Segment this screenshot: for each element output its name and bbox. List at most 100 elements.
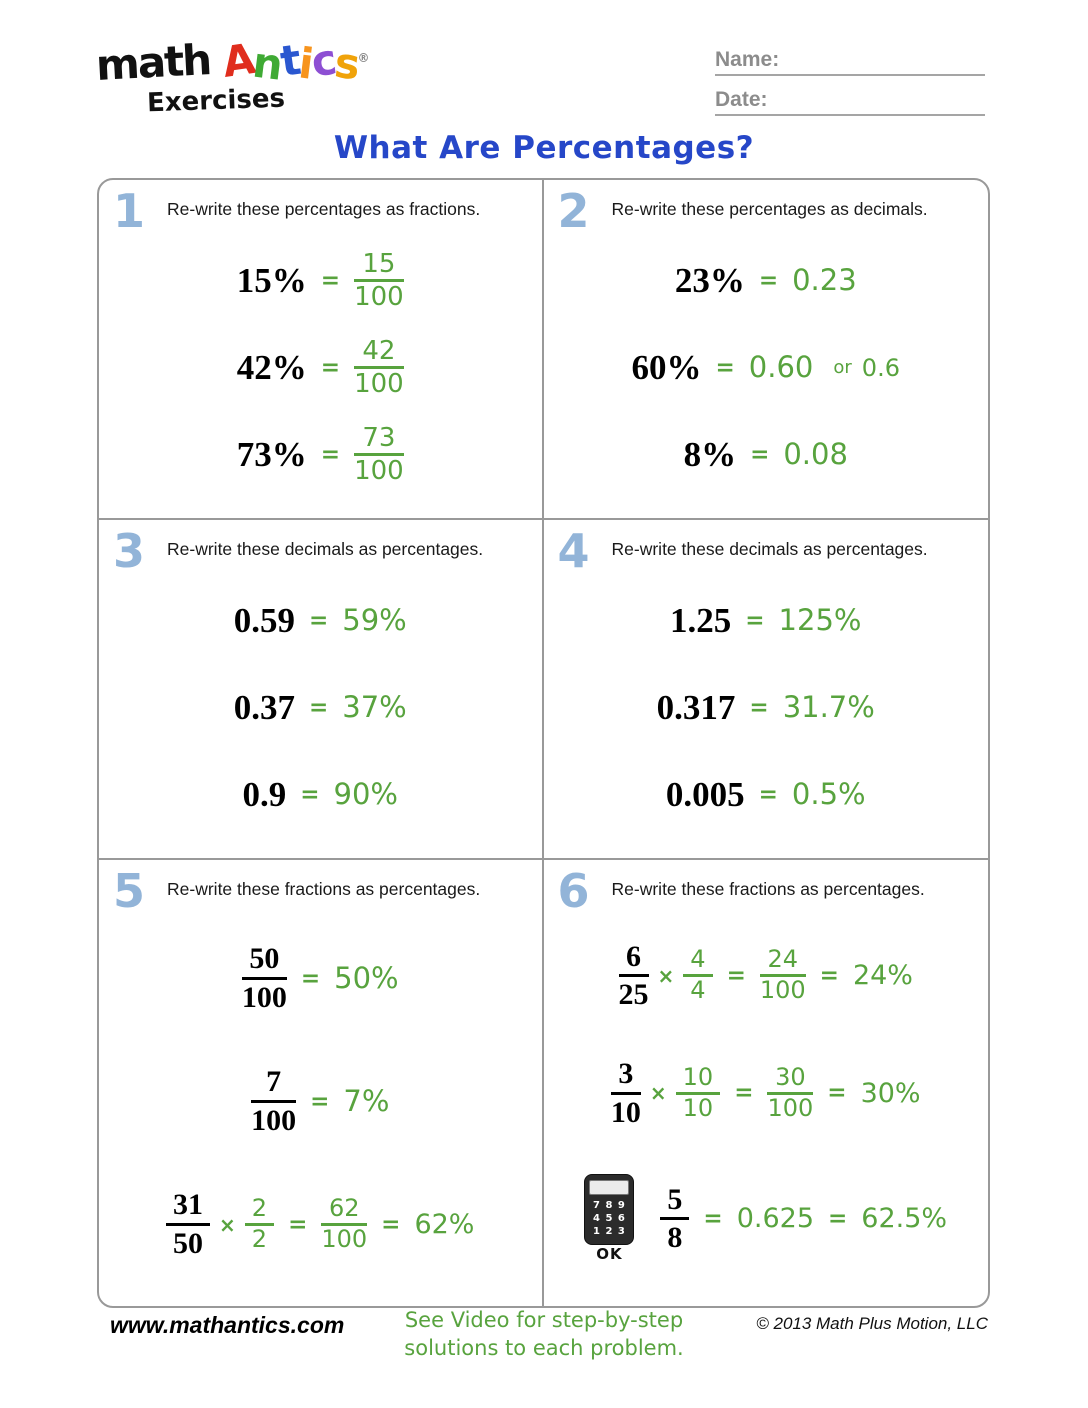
equals-sign: = bbox=[310, 1088, 330, 1115]
section-number: 4 bbox=[557, 524, 590, 578]
answer-value: 0.08 bbox=[783, 437, 848, 472]
fraction-denominator: 100 bbox=[354, 282, 404, 313]
problem-question: 1.25 bbox=[670, 601, 732, 641]
multiplier-fraction: 10 10 bbox=[675, 1064, 721, 1122]
section-4: 4 Re-write these decimals as percentages… bbox=[543, 520, 988, 860]
fraction-numerator: 62 bbox=[321, 1195, 368, 1227]
decimal-answer: 0.625 bbox=[736, 1203, 814, 1235]
equals-sign: = bbox=[758, 781, 778, 808]
problem-row: 0.317 = 31.7% bbox=[558, 690, 975, 725]
multiply-sign: × bbox=[649, 1081, 667, 1106]
answer-value: 37% bbox=[342, 690, 407, 725]
fraction-denominator: 100 bbox=[767, 1093, 814, 1122]
problem-row: 23% = 0.23 bbox=[558, 263, 975, 298]
problem-row: 60% = 0.60 or 0.6 bbox=[558, 350, 975, 385]
section-prompt: Re-write these percentages as decimals. bbox=[611, 199, 928, 219]
section-5-header: 5 Re-write these fractions as percentage… bbox=[113, 868, 528, 914]
problem-question: 60% bbox=[631, 348, 702, 388]
fraction-denominator: 100 bbox=[354, 456, 404, 487]
fraction-denominator: 100 bbox=[321, 1225, 368, 1254]
equals-sign: = bbox=[288, 1211, 308, 1238]
fraction-numerator: 50 bbox=[241, 942, 287, 981]
equivalent-fraction: 62 100 bbox=[321, 1195, 368, 1254]
equals-sign: = bbox=[320, 267, 341, 294]
equals-sign: = bbox=[758, 267, 779, 294]
answer-value: 62.5% bbox=[861, 1203, 948, 1235]
fraction-denominator: 50 bbox=[173, 1227, 204, 1261]
equals-sign: = bbox=[828, 1205, 848, 1232]
logo-wordmark: math Antics® bbox=[95, 34, 370, 90]
video-note-line2: solutions to each problem. bbox=[404, 1336, 684, 1361]
fraction-numerator: 4 bbox=[683, 946, 713, 978]
equals-sign: = bbox=[320, 354, 341, 381]
math-antics-logo: math Antics® Exercises bbox=[95, 34, 370, 118]
section-prompt: Re-write these percentages as fractions. bbox=[167, 199, 481, 219]
problem-row: 0.37 = 37% bbox=[113, 690, 528, 725]
fraction-denominator: 25 bbox=[618, 978, 649, 1012]
answer-value: 24% bbox=[852, 960, 913, 992]
answer-value: 0.60 bbox=[748, 350, 814, 385]
section-3-header: 3 Re-write these decimals as percentages… bbox=[113, 524, 528, 578]
answer-value: 0.5% bbox=[791, 777, 866, 812]
problem-question: 0.005 bbox=[665, 775, 745, 815]
equals-sign: = bbox=[320, 441, 341, 468]
equals-sign: = bbox=[381, 1211, 401, 1238]
logo-letter: s bbox=[331, 37, 361, 90]
section-2: 2 Re-write these percentages as decimals… bbox=[543, 180, 988, 520]
problem-question: 0.317 bbox=[656, 688, 736, 728]
problem-row: 7 100 = 7% bbox=[113, 1065, 528, 1137]
section-6: 6 Re-write these fractions as percentage… bbox=[544, 860, 989, 1306]
equivalent-fraction: 30 100 bbox=[767, 1064, 814, 1122]
section-1: 1 Re-write these percentages as fraction… bbox=[99, 180, 544, 520]
video-note: See Video for step-by-step solutions to … bbox=[0, 1306, 1088, 1363]
section-number: 1 bbox=[113, 184, 146, 238]
section-3-problems: 0.59 = 59% 0.37 = 37% 0.9 = 90% bbox=[113, 571, 528, 852]
fraction-numerator: 3 bbox=[610, 1057, 641, 1095]
fraction-numerator: 31 bbox=[166, 1188, 211, 1227]
problem-row: 0.59 = 59% bbox=[113, 603, 528, 638]
calculator-screen bbox=[589, 1180, 630, 1196]
section-number: 3 bbox=[113, 524, 146, 578]
section-prompt: Re-write these decimals as percentages. bbox=[611, 539, 928, 559]
date-label: Date: bbox=[715, 88, 768, 111]
section-6-header: 6 Re-write these fractions as percentage… bbox=[558, 868, 975, 914]
question-fraction: 6 25 bbox=[618, 940, 649, 1012]
website-url: www.mathantics.com bbox=[110, 1312, 345, 1338]
name-line: Name: bbox=[715, 48, 985, 76]
fraction-denominator: 2 bbox=[251, 1225, 268, 1254]
section-4-header: 4 Re-write these decimals as percentages… bbox=[557, 524, 975, 578]
answer-value: 50% bbox=[334, 961, 399, 996]
equals-sign: = bbox=[726, 962, 746, 989]
problem-question: 0.59 bbox=[233, 601, 295, 641]
problem-question: 15% bbox=[236, 261, 307, 301]
fraction-numerator: 15 bbox=[354, 250, 404, 283]
copyright-text: © 2013 Math Plus Motion, LLC bbox=[756, 1314, 988, 1333]
fraction-denominator: 100 bbox=[241, 981, 287, 1015]
fraction-denominator: 10 bbox=[610, 1095, 641, 1129]
name-label: Name: bbox=[715, 48, 780, 71]
fraction-numerator: 42 bbox=[354, 337, 404, 370]
section-number: 2 bbox=[557, 184, 590, 238]
fraction-numerator: 6 bbox=[618, 940, 649, 978]
fraction-denominator: 4 bbox=[690, 976, 706, 1005]
problem-row: 0.005 = 0.5% bbox=[558, 777, 975, 812]
fraction-numerator: 30 bbox=[767, 1064, 814, 1095]
answer-value: 62% bbox=[414, 1209, 475, 1241]
problem-row: 0.9 = 90% bbox=[113, 777, 528, 812]
fraction-numerator: 24 bbox=[759, 946, 806, 978]
video-note-line1: See Video for step-by-step bbox=[404, 1308, 684, 1332]
fraction-denominator: 100 bbox=[759, 976, 806, 1005]
answer-fraction: 73 100 bbox=[354, 424, 404, 485]
fraction-denominator: 100 bbox=[251, 1104, 297, 1138]
section-3: 3 Re-write these decimals as percentages… bbox=[99, 520, 544, 860]
section-prompt: Re-write these fractions as percentages. bbox=[167, 879, 481, 899]
fraction-numerator: 2 bbox=[244, 1195, 275, 1227]
problem-row: 42% = 42 100 bbox=[113, 337, 528, 398]
answer-fraction: 15 100 bbox=[354, 250, 404, 311]
problem-row: 3 10 × 10 10 = 30 100 = 30% bbox=[558, 1057, 975, 1129]
